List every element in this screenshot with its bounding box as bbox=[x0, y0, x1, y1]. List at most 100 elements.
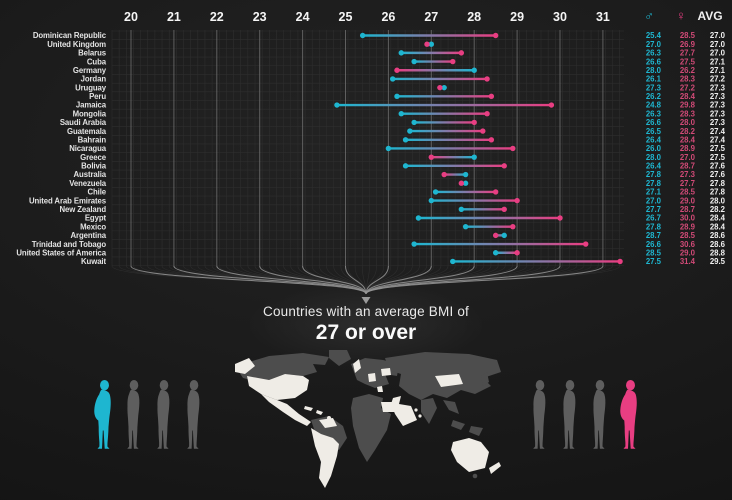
female-value: 27.3 bbox=[680, 170, 696, 179]
avg-value: 27.0 bbox=[710, 40, 726, 49]
avg-value: 28.2 bbox=[710, 205, 726, 214]
female-value: 26.9 bbox=[680, 40, 696, 49]
axis-tick: 24 bbox=[296, 10, 310, 24]
male-value: 26.0 bbox=[646, 144, 662, 153]
avg-value: 27.4 bbox=[710, 135, 726, 144]
axis-tick: 22 bbox=[210, 10, 224, 24]
female-dot bbox=[492, 32, 499, 39]
world-map bbox=[235, 350, 501, 488]
axis-tick: 30 bbox=[553, 10, 567, 24]
axis-tick: 23 bbox=[253, 10, 267, 24]
male-value: 27.0 bbox=[646, 196, 662, 205]
female-dot bbox=[510, 223, 516, 230]
female-value: 31.4 bbox=[680, 257, 696, 266]
dumbbell-row-argentina bbox=[492, 232, 507, 239]
x-axis: 20 21 22 23 24 25 26 27 28 29 30 31 bbox=[124, 10, 610, 24]
female-dot bbox=[557, 215, 563, 221]
male-dot bbox=[334, 102, 340, 108]
male-dot bbox=[458, 206, 465, 212]
female-value: 28.9 bbox=[680, 222, 696, 231]
female-value: 28.4 bbox=[680, 92, 696, 101]
male-value: 27.0 bbox=[646, 40, 662, 49]
male-value: 26.6 bbox=[646, 240, 662, 249]
dumbbell-row-new-zealand bbox=[458, 206, 507, 212]
country-label: Bahrain bbox=[78, 135, 107, 144]
axis-tick: 26 bbox=[381, 10, 395, 24]
female-value: 27.5 bbox=[680, 57, 696, 66]
country-label: Uruguay bbox=[75, 83, 107, 92]
female-dot bbox=[488, 93, 495, 100]
female-value: 27.7 bbox=[680, 179, 695, 188]
avg-value: 28.4 bbox=[710, 214, 726, 223]
female-dot bbox=[471, 119, 477, 126]
male-dot bbox=[407, 128, 413, 134]
female-dot bbox=[480, 128, 486, 134]
male-dot bbox=[402, 137, 409, 143]
male-dot bbox=[471, 154, 477, 160]
male-dot bbox=[462, 223, 469, 230]
male-dot bbox=[359, 32, 366, 39]
male-value: 28.0 bbox=[646, 66, 662, 75]
female-value: 30.0 bbox=[680, 214, 696, 223]
dumbbell-row-peru bbox=[394, 93, 495, 100]
country-label: Jamaica bbox=[76, 101, 107, 110]
male-value: 28.0 bbox=[646, 153, 662, 162]
avg-value: 27.5 bbox=[710, 144, 726, 153]
dumbbell-row-belarus bbox=[398, 50, 465, 56]
dumbbell-row-jordan bbox=[389, 76, 490, 82]
male-dot bbox=[432, 189, 439, 195]
male-value: 26.6 bbox=[646, 57, 662, 66]
female-dot bbox=[501, 163, 507, 169]
male-value: 27.1 bbox=[646, 188, 662, 197]
male-dot bbox=[428, 197, 434, 204]
avg-column-header: AVG bbox=[697, 9, 722, 23]
male-value: 26.5 bbox=[646, 127, 662, 136]
male-value: 26.2 bbox=[646, 92, 662, 101]
avg-value: 27.0 bbox=[710, 31, 726, 40]
country-label: Argentina bbox=[71, 231, 107, 240]
avg-value: 27.1 bbox=[710, 66, 726, 75]
female-dot bbox=[484, 111, 490, 117]
female-dot bbox=[492, 189, 499, 195]
avg-value: 28.0 bbox=[710, 196, 726, 205]
female-value: 28.7 bbox=[680, 162, 695, 171]
avg-value: 27.3 bbox=[710, 118, 726, 127]
country-label: United Kingdom bbox=[47, 40, 106, 49]
dumbbell-row-australia bbox=[441, 171, 469, 178]
dumbbell-row-nicaragua bbox=[385, 145, 516, 152]
male-dot bbox=[441, 84, 447, 91]
female-value: 28.4 bbox=[680, 135, 696, 144]
male-dot bbox=[389, 76, 396, 82]
male-dot bbox=[450, 258, 456, 265]
female-dot bbox=[583, 241, 589, 247]
male-value: 26.6 bbox=[646, 118, 662, 127]
gray-figure bbox=[563, 380, 576, 449]
dumbbell-row-united-kingdom bbox=[424, 41, 434, 47]
female-dot bbox=[492, 232, 499, 239]
country-label: Mexico bbox=[80, 222, 106, 231]
avg-value: 27.2 bbox=[710, 75, 726, 84]
female-dot bbox=[437, 84, 443, 91]
dumbbell-row-chile bbox=[432, 189, 499, 195]
female-dot bbox=[441, 171, 447, 178]
dumbbell-row-germany bbox=[394, 67, 477, 73]
female-dot bbox=[458, 180, 465, 186]
dumbbell-row-bahrain bbox=[402, 137, 495, 143]
female-value: 29.8 bbox=[680, 101, 696, 110]
male-value: 26.3 bbox=[646, 109, 662, 118]
avg-value: 27.1 bbox=[710, 57, 726, 66]
dumbbell-row-united-states-of-america bbox=[492, 250, 520, 256]
male-value: 27.8 bbox=[646, 170, 662, 179]
dumbbell-row-bolivia bbox=[402, 163, 507, 169]
avg-value: 28.6 bbox=[710, 231, 726, 240]
dumbbell-row-dominican-republic bbox=[359, 32, 499, 39]
funnel-line bbox=[173, 265, 367, 295]
female-dot bbox=[428, 154, 434, 160]
male-dot bbox=[428, 41, 434, 47]
gray-figure bbox=[187, 380, 200, 449]
avg-value: 27.3 bbox=[710, 83, 726, 92]
funnel-line bbox=[302, 265, 367, 295]
male-dot bbox=[471, 67, 477, 73]
female-dot bbox=[450, 58, 456, 65]
